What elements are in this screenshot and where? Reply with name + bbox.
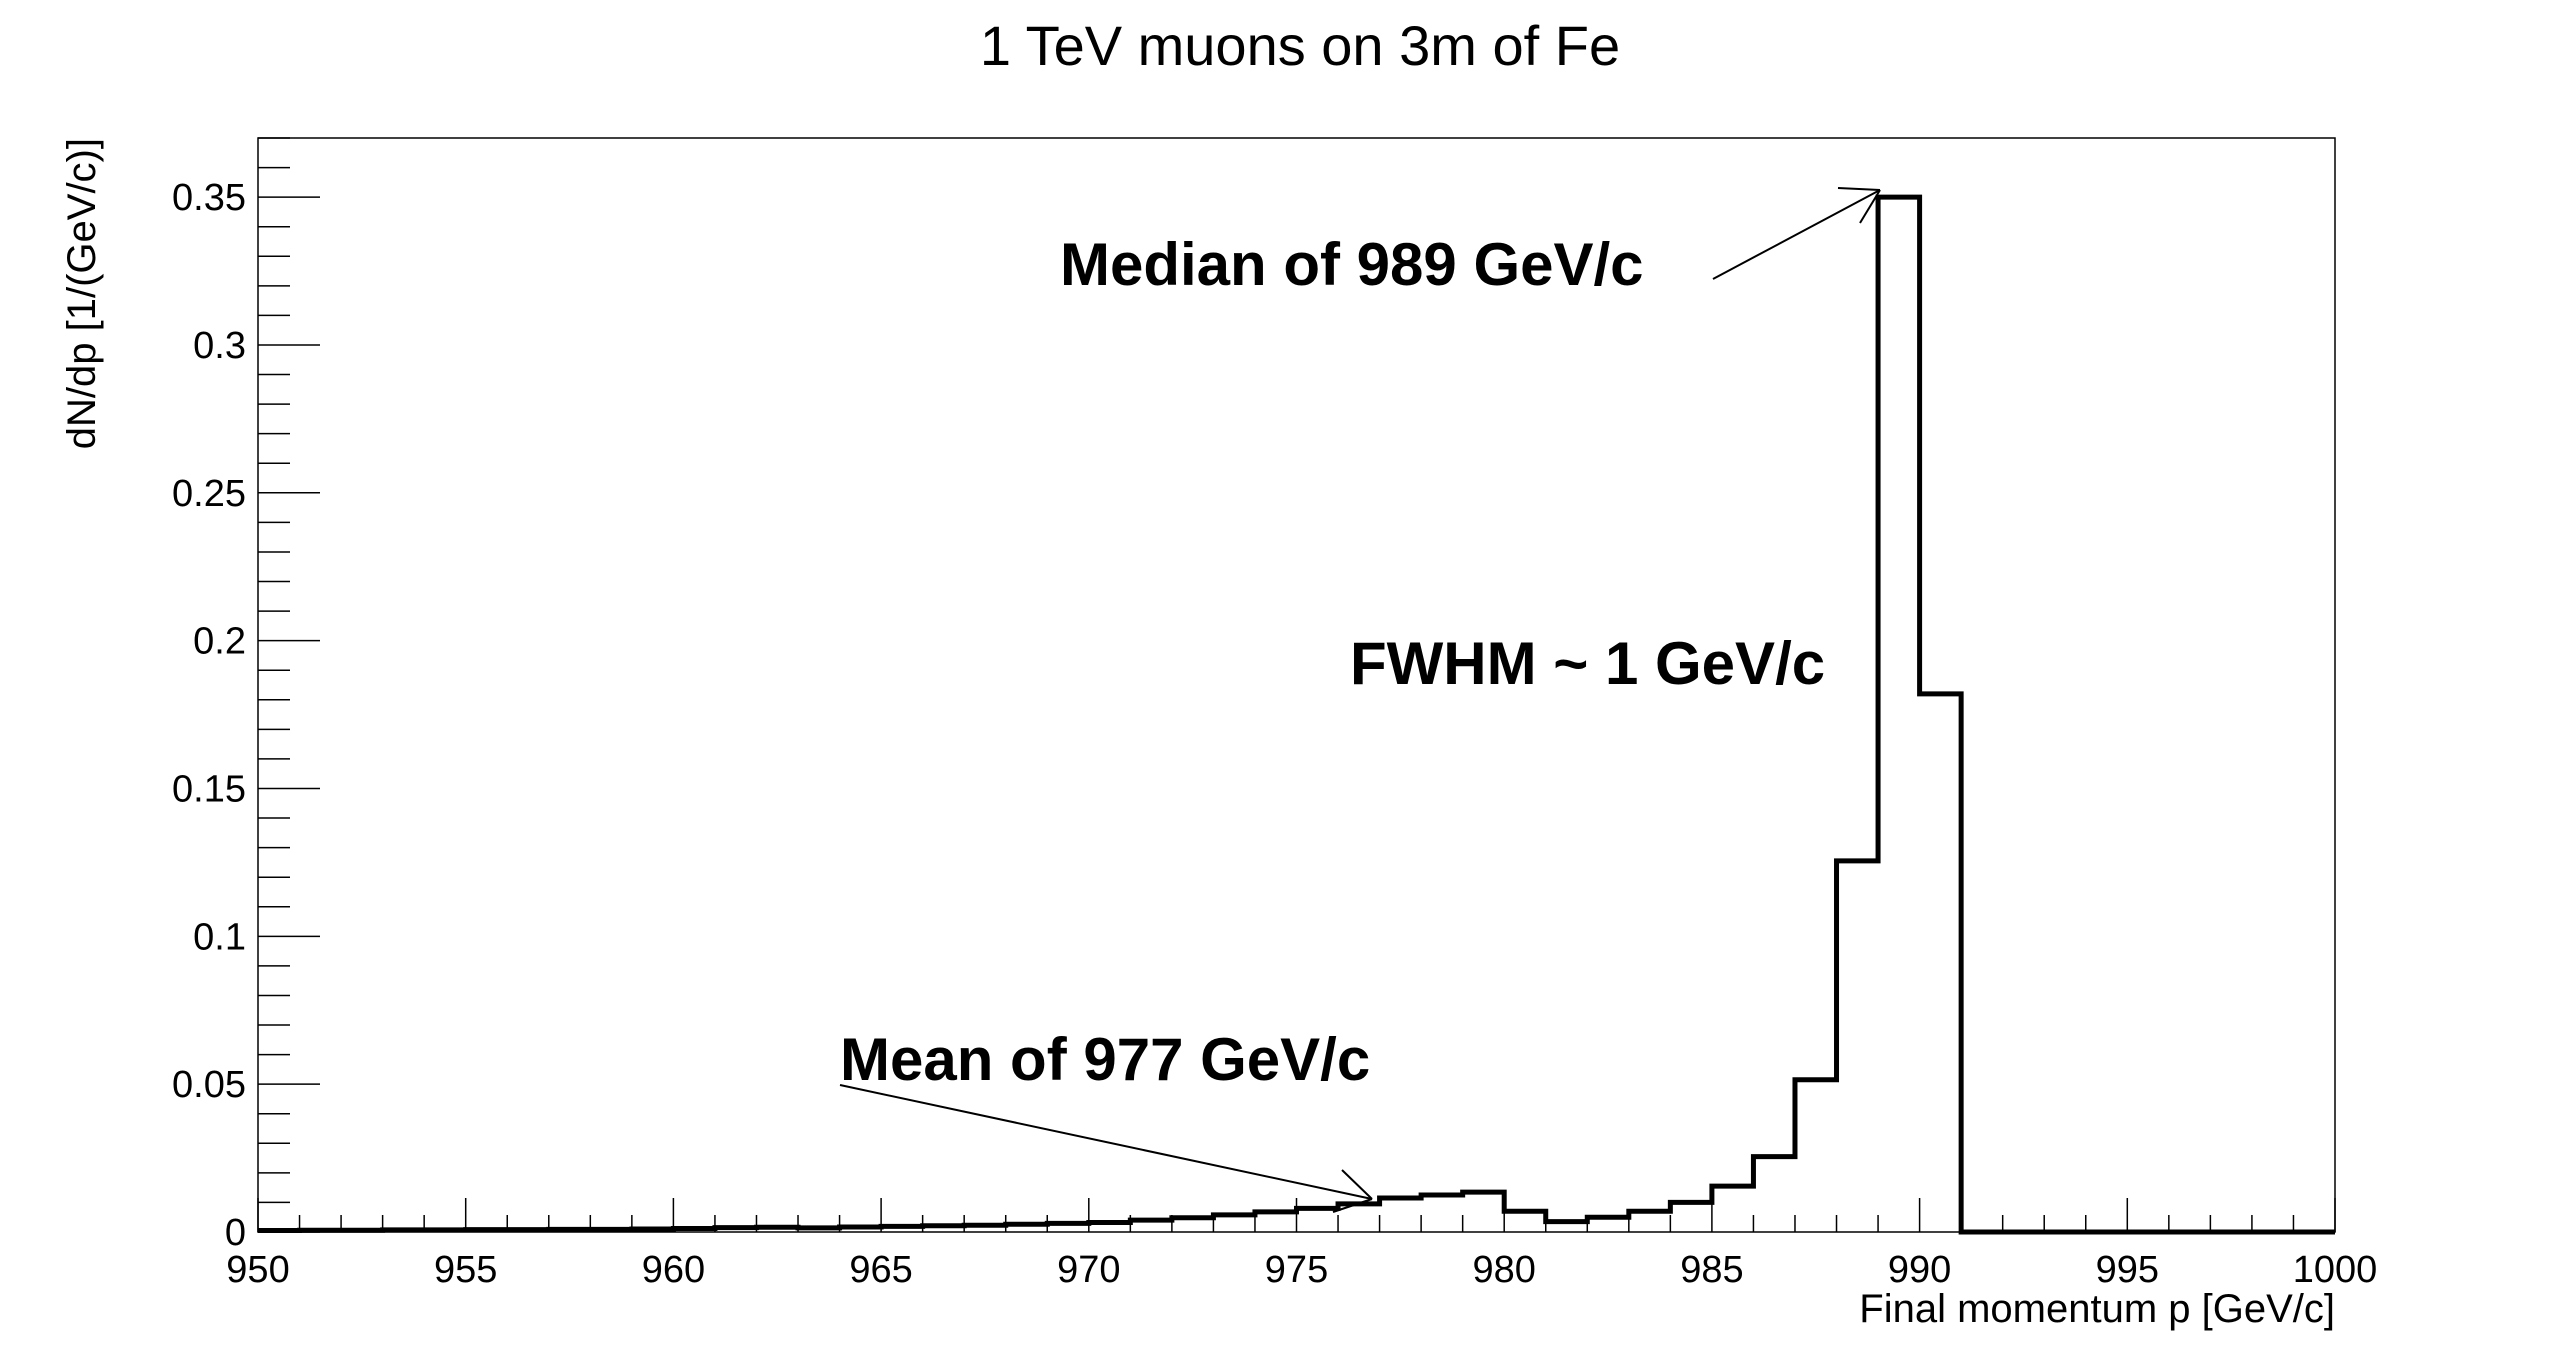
y-tick-label: 0.35 xyxy=(172,177,246,219)
mean-arrowhead-lower xyxy=(1332,1198,1373,1213)
x-tick-label: 955 xyxy=(434,1249,497,1291)
histogram-bin xyxy=(1795,1080,1837,1232)
annotation-median: Median of 989 GeV/c xyxy=(1060,187,1881,298)
x-tick-label: 960 xyxy=(642,1249,705,1291)
histogram-bin xyxy=(1753,1157,1795,1232)
y-tick-label: 0.25 xyxy=(172,473,246,515)
median-label: Median of 989 GeV/c xyxy=(1060,231,1644,298)
histogram-bin xyxy=(1421,1195,1463,1232)
median-arrowhead-upper xyxy=(1837,187,1881,191)
y-tick-label: 0.1 xyxy=(193,916,246,958)
median-arrow-line xyxy=(1712,189,1881,280)
histogram-bin xyxy=(1504,1211,1546,1232)
y-tick-label: 0.15 xyxy=(172,768,246,810)
histogram-bin xyxy=(1297,1208,1339,1232)
x-axis-tick-labels: 950 955 960 965 970 975 980 985 990 995 1000 xyxy=(226,1249,2377,1291)
x-tick-label: 970 xyxy=(1057,1249,1120,1291)
x-tick-label: 950 xyxy=(226,1249,289,1291)
y-axis-ticks xyxy=(258,137,320,1233)
histogram-bin xyxy=(1629,1211,1671,1232)
x-tick-label: 975 xyxy=(1265,1249,1328,1291)
x-tick-label: 980 xyxy=(1472,1249,1535,1291)
x-tick-label: 1000 xyxy=(2293,1249,2378,1291)
y-tick-label: 0.3 xyxy=(193,325,246,367)
histogram-bin xyxy=(1670,1202,1712,1232)
y-tick-label: 0.05 xyxy=(172,1064,246,1106)
y-axis-tick-labels: 0 0.05 0.1 0.15 0.2 0.25 0.3 0.35 xyxy=(172,177,246,1254)
x-tick-label: 985 xyxy=(1680,1249,1743,1291)
histogram-outline xyxy=(258,194,2335,1235)
y-tick-label: 0.2 xyxy=(193,621,246,663)
mean-arrowhead-upper xyxy=(1341,1169,1373,1200)
histogram-bin xyxy=(1463,1192,1505,1232)
y-tick-label: 0 xyxy=(225,1212,246,1254)
chart-title: 1 TeV muons on 3m of Fe xyxy=(980,14,1620,77)
mean-label: Mean of 977 GeV/c xyxy=(840,1026,1370,1093)
median-arrowhead-lower xyxy=(1859,189,1881,224)
histogram-bin xyxy=(1380,1198,1422,1232)
y-axis-title: dN/dp [1/(GeV/c)] xyxy=(60,138,104,449)
histogram-bin xyxy=(1255,1212,1297,1232)
mean-arrow-line xyxy=(839,1084,1373,1200)
x-axis-title: Final momentum p [GeV/c] xyxy=(1859,1287,2335,1331)
histogram-bin xyxy=(1920,694,1962,1232)
histogram-bin xyxy=(1837,861,1879,1232)
histogram-bin xyxy=(1712,1186,1754,1232)
annotation-mean: Mean of 977 GeV/c xyxy=(839,1026,1373,1213)
x-tick-label: 990 xyxy=(1888,1249,1951,1291)
x-tick-label: 965 xyxy=(849,1249,912,1291)
fwhm-label: FWHM ~ 1 GeV/c xyxy=(1350,630,1825,697)
histogram-bin xyxy=(1213,1215,1255,1232)
x-tick-label: 995 xyxy=(2096,1249,2159,1291)
histogram-bin xyxy=(1878,197,1920,1232)
